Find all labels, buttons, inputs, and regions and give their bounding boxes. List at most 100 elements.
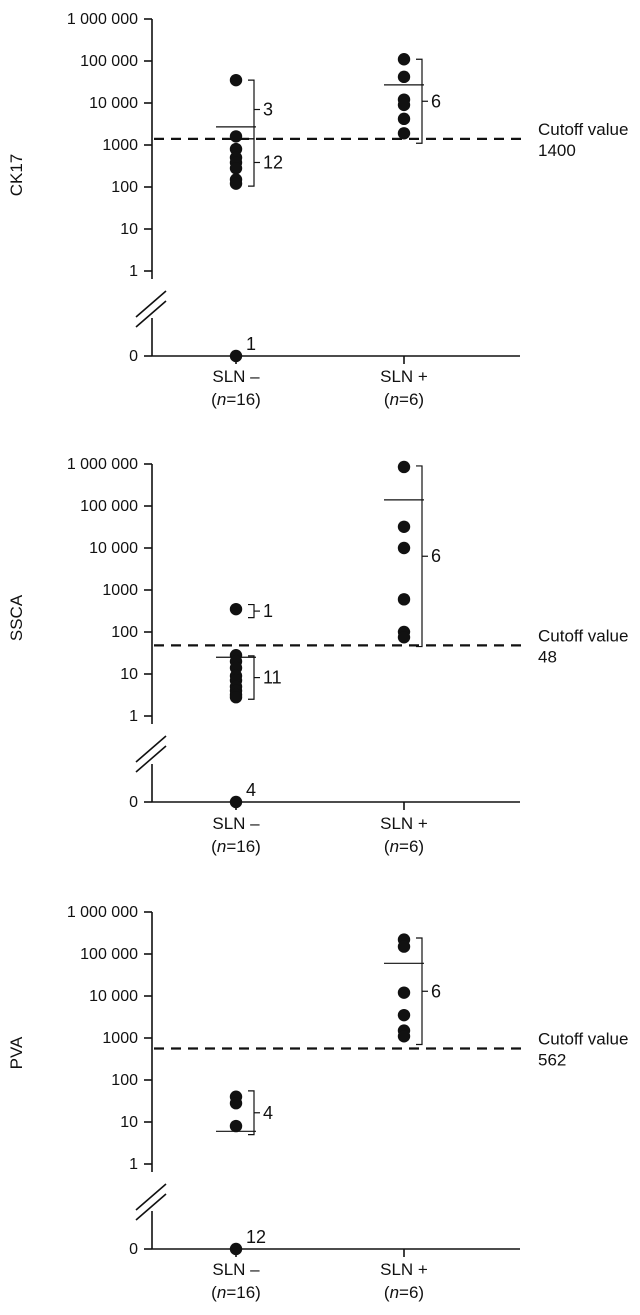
y-axis-title: SSCA — [7, 594, 26, 641]
cutoff-value-label: 562 — [538, 1051, 566, 1070]
data-point — [229, 73, 243, 87]
count-bracket — [416, 465, 423, 648]
y-tick-label: 100 000 — [80, 53, 138, 70]
n-italic: n — [217, 390, 226, 409]
data-point — [397, 460, 411, 474]
data-point — [397, 98, 411, 112]
data-point — [229, 162, 243, 175]
zero-count-label: 12 — [246, 1227, 266, 1247]
count-bracket — [416, 58, 423, 144]
data-point — [397, 53, 411, 66]
axis-break-mark — [135, 1193, 167, 1221]
data-point — [229, 1119, 243, 1133]
y-tick-label: 10 000 — [89, 540, 138, 557]
x-tick-n-label: (n=6) — [384, 1283, 424, 1302]
n-italic: n — [390, 837, 399, 856]
y-axis-title: PVA — [7, 1036, 26, 1069]
n-italic: n — [217, 837, 226, 856]
y-tick-label: 10 000 — [89, 988, 138, 1005]
data-point-zero — [229, 795, 243, 809]
y-tick-label: 100 000 — [80, 498, 138, 515]
x-tick-n-label: (n=6) — [384, 390, 424, 409]
count-bracket — [248, 138, 255, 187]
x-tick-n-label: (n=16) — [211, 390, 261, 409]
y-tick-label: 10 — [120, 221, 138, 238]
x-tick-label: SLN + — [380, 367, 428, 386]
axis-break-mark — [135, 735, 167, 763]
data-point — [397, 593, 411, 606]
count-bracket — [248, 603, 255, 619]
data-point — [397, 541, 411, 555]
data-point — [397, 631, 411, 644]
y-tick-label: 1000 — [102, 582, 138, 599]
n-italic: n — [390, 1283, 399, 1302]
n-italic: n — [390, 390, 399, 409]
axis-break-mark — [135, 745, 167, 773]
data-point-zero — [229, 1242, 243, 1256]
y-tick-label: 100 — [111, 179, 138, 196]
count-bracket — [248, 79, 255, 140]
data-point — [397, 1008, 411, 1022]
count-label: 4 — [263, 1103, 273, 1123]
y-tick-label: 1 000 000 — [67, 11, 138, 28]
count-label: 3 — [263, 100, 273, 120]
x-tick-label: SLN – — [212, 367, 260, 386]
data-point — [397, 70, 411, 84]
n-prefix: ( — [384, 837, 390, 856]
x-tick-n-label: (n=6) — [384, 837, 424, 856]
y-tick-label: 1 — [129, 708, 138, 725]
axis-break-mark — [135, 290, 167, 318]
y-tick-label: 1000 — [102, 1030, 138, 1047]
y-tick-label: 1 000 000 — [67, 904, 138, 921]
cutoff-label: Cutoff value — [538, 626, 628, 645]
axis-break-mark — [135, 1183, 167, 1211]
x-tick-label: SLN + — [380, 814, 428, 833]
count-label: 12 — [263, 152, 283, 172]
y-tick-label: 10 — [120, 1114, 138, 1131]
count-label: 1 — [263, 601, 273, 621]
data-point — [229, 142, 243, 156]
n-suffix: =6) — [399, 1283, 424, 1302]
x-tick-label: SLN – — [212, 1260, 260, 1279]
y-tick-label: 100 000 — [80, 946, 138, 963]
n-suffix: =16) — [226, 1283, 261, 1302]
y-tick-label: 0 — [129, 794, 138, 811]
y-tick-label: 1 000 000 — [67, 456, 138, 473]
y-tick-label: 10 — [120, 666, 138, 683]
axis-break-mark — [135, 300, 167, 328]
y-tick-label: 1000 — [102, 137, 138, 154]
count-label: 6 — [431, 981, 441, 1001]
y-tick-label: 0 — [129, 348, 138, 365]
data-point — [397, 520, 411, 533]
cutoff-value-label: 48 — [538, 647, 557, 666]
zero-count-label: 4 — [246, 780, 256, 800]
y-tick-label: 100 — [111, 1072, 138, 1089]
y-tick-label: 0 — [129, 1241, 138, 1258]
data-point — [229, 1097, 243, 1110]
data-point — [397, 127, 411, 140]
count-label: 6 — [431, 546, 441, 566]
n-prefix: ( — [211, 837, 217, 856]
data-point — [397, 986, 411, 999]
data-point — [229, 130, 243, 143]
data-point — [397, 1030, 411, 1043]
y-tick-label: 1 — [129, 263, 138, 280]
n-prefix: ( — [211, 390, 217, 409]
n-prefix: ( — [384, 1283, 390, 1302]
y-tick-label: 1 — [129, 1156, 138, 1173]
count-label: 11 — [263, 668, 282, 688]
count-bracket — [416, 937, 423, 1046]
data-point — [229, 602, 243, 616]
data-point — [397, 940, 411, 953]
data-point — [229, 691, 243, 704]
n-suffix: =6) — [399, 390, 424, 409]
data-point — [229, 177, 243, 190]
x-tick-label: SLN – — [212, 814, 260, 833]
n-prefix: ( — [211, 1283, 217, 1302]
cutoff-label: Cutoff value — [538, 120, 628, 139]
